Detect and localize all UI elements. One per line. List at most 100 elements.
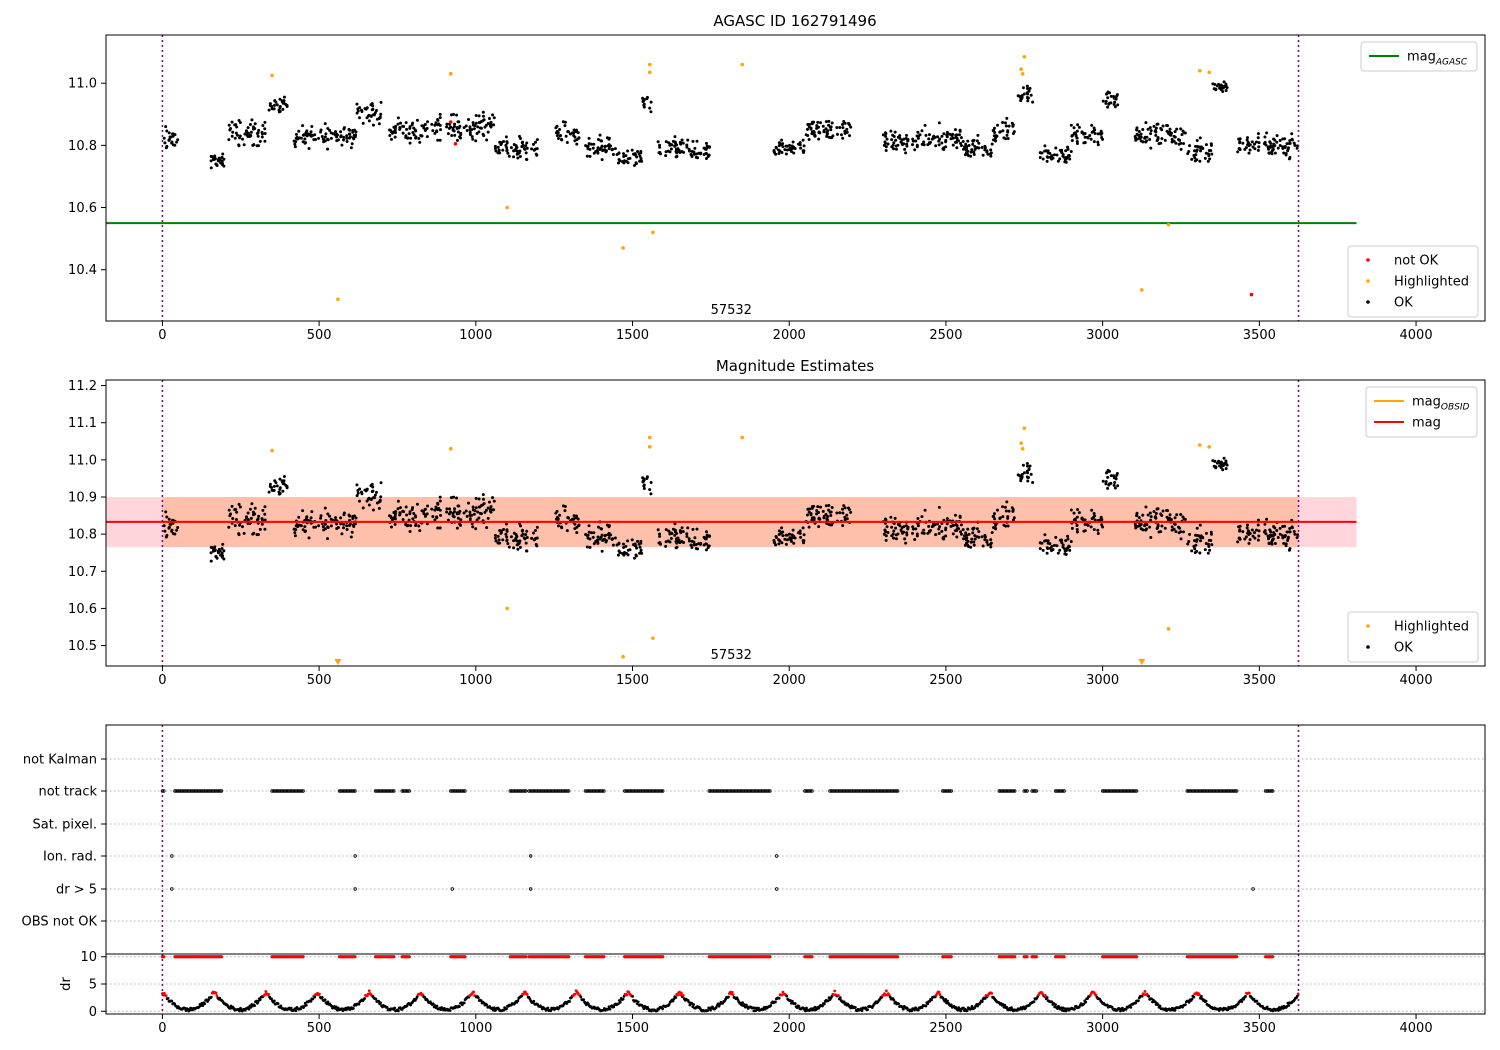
ok-point bbox=[494, 539, 498, 543]
dr-point bbox=[661, 1007, 665, 1011]
ok-point bbox=[1096, 132, 1100, 136]
ok-point bbox=[558, 134, 562, 138]
ok-point bbox=[806, 134, 810, 138]
ok-point bbox=[278, 97, 282, 101]
ok-point bbox=[470, 128, 474, 132]
x-tick-label: 2000 bbox=[773, 1021, 806, 1036]
dr-point bbox=[476, 996, 480, 1000]
x-tick-label: 1000 bbox=[459, 328, 492, 343]
dr-point bbox=[793, 1002, 797, 1005]
ok-point bbox=[1154, 511, 1158, 515]
ok-point bbox=[329, 136, 333, 140]
ok-point bbox=[293, 142, 297, 146]
ok-point bbox=[600, 144, 604, 148]
panel-magnitude: Magnitude Estimates 0 500 1000 1500 2000 2500… bbox=[68, 357, 1486, 688]
ok-point bbox=[209, 166, 213, 170]
ok-point bbox=[904, 524, 908, 528]
ok-point bbox=[369, 114, 373, 118]
ok-point bbox=[884, 534, 888, 538]
ok-point bbox=[238, 523, 242, 527]
ok-point bbox=[920, 531, 924, 535]
ok-point bbox=[913, 537, 917, 541]
ok-point bbox=[1270, 542, 1274, 546]
not-track-point bbox=[1234, 789, 1239, 793]
dr-point bbox=[272, 999, 276, 1003]
ok-point bbox=[1066, 147, 1070, 151]
not-track-point bbox=[1133, 789, 1137, 793]
ok-point bbox=[626, 161, 630, 165]
ok-point bbox=[881, 133, 885, 137]
high-dr-point bbox=[1235, 955, 1239, 959]
ok-point bbox=[668, 532, 672, 536]
ok-point bbox=[234, 517, 238, 521]
highlighted-point bbox=[1022, 54, 1027, 59]
ok-point bbox=[515, 543, 519, 547]
x-tick-label: 0 bbox=[158, 673, 166, 688]
ok-point bbox=[558, 128, 562, 132]
ok-point bbox=[788, 536, 792, 540]
ok-point bbox=[827, 508, 831, 512]
ok-point bbox=[1106, 105, 1110, 109]
ok-point bbox=[773, 541, 777, 545]
ok-point bbox=[893, 516, 897, 520]
dr-point bbox=[853, 1006, 857, 1009]
ok-point bbox=[493, 147, 497, 151]
ok-point bbox=[405, 513, 409, 517]
dr-point bbox=[1064, 1009, 1068, 1013]
ok-point bbox=[986, 543, 990, 547]
ok-point bbox=[1064, 539, 1068, 543]
ok-point bbox=[453, 507, 457, 511]
dr-point bbox=[1124, 1007, 1128, 1011]
ok-point bbox=[838, 125, 842, 129]
ok-point bbox=[945, 517, 949, 521]
ok-point bbox=[649, 480, 653, 484]
ok-point bbox=[1070, 526, 1074, 530]
ok-point bbox=[964, 537, 968, 541]
ok-point bbox=[678, 529, 682, 533]
ok-point bbox=[275, 484, 279, 488]
ok-point bbox=[1093, 128, 1097, 132]
ok-point bbox=[504, 532, 508, 536]
ok-point bbox=[349, 146, 353, 150]
ok-point bbox=[797, 531, 801, 535]
ok-point bbox=[1204, 143, 1208, 147]
ok-point bbox=[937, 527, 941, 531]
ok-point bbox=[639, 548, 643, 552]
dr-point bbox=[709, 1008, 712, 1012]
ok-point bbox=[295, 135, 299, 139]
ok-point bbox=[805, 127, 809, 131]
ok-point bbox=[690, 539, 694, 543]
ok-point bbox=[481, 497, 485, 501]
ok-point bbox=[1001, 505, 1005, 509]
highlighted-point bbox=[1140, 288, 1144, 292]
ok-point bbox=[1276, 535, 1280, 539]
ok-point bbox=[1137, 516, 1141, 520]
ok-point bbox=[892, 536, 896, 540]
ok-point bbox=[231, 130, 235, 134]
ok-point bbox=[1064, 149, 1068, 153]
legend-label: magAGASC bbox=[1407, 50, 1468, 68]
x-tick-label: 1000 bbox=[459, 1021, 492, 1036]
ok-point bbox=[1179, 513, 1183, 517]
ok-point bbox=[642, 102, 646, 106]
legend-swatch-dot bbox=[1366, 258, 1370, 262]
ok-point bbox=[464, 509, 468, 513]
ok-point bbox=[571, 131, 575, 135]
ok-point bbox=[623, 551, 627, 555]
ok-point bbox=[525, 529, 529, 533]
ok-point bbox=[418, 529, 422, 533]
dr-point bbox=[785, 994, 789, 998]
ok-point bbox=[821, 124, 825, 128]
ok-point bbox=[516, 547, 520, 551]
dr-point bbox=[860, 1009, 864, 1013]
ok-point bbox=[617, 549, 621, 553]
not-track-point bbox=[406, 789, 410, 793]
ok-point bbox=[806, 123, 810, 127]
ok-point bbox=[1080, 517, 1084, 521]
ok-point bbox=[1104, 480, 1108, 484]
ok-point bbox=[894, 138, 898, 142]
x-tick-label: 1500 bbox=[616, 673, 649, 688]
ok-point bbox=[481, 503, 485, 507]
ok-point bbox=[408, 512, 412, 516]
not-track-point bbox=[392, 789, 396, 793]
